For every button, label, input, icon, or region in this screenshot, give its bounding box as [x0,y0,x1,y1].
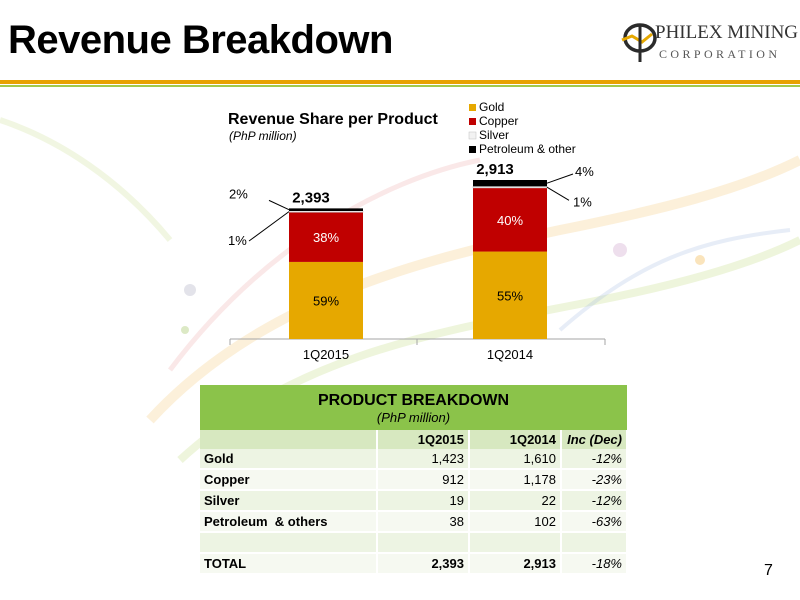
table-cell: 912 [377,469,470,491]
legend-label: Petroleum & other [479,142,576,156]
bar-segment-copper [473,187,547,252]
header-rule-green [0,85,800,87]
table-cell: 1,423 [377,449,470,470]
row-label: Silver [200,490,378,512]
table-cell: 2,913 [469,553,562,575]
legend-label: Silver [479,128,509,142]
x-tick-label: 1Q2014 [487,347,533,362]
table-cell: -12% [561,490,628,512]
bar-segment-gold [289,261,363,339]
row-label: TOTAL [200,553,378,575]
bar-segment-silver [472,186,548,189]
company-logo: PHILEX MINING CORPORATION [618,16,798,76]
callout-line [248,211,290,242]
table-cell: 19 [377,490,470,512]
bar-total-label: 2,913 [476,161,514,178]
bar-segment-gold [473,251,547,339]
column-header: Inc (Dec) [561,430,628,449]
data-label: 55% [497,288,523,303]
page-title: Revenue Breakdown [8,18,393,62]
callout-label-silver: 1% [228,233,247,248]
bar-segment-silver [288,210,364,213]
legend-swatch [469,104,476,111]
column-header: 1Q2014 [469,430,562,449]
bar-segment-petroleum-other [473,180,547,187]
logo-name: PHILEX MINING [655,22,799,43]
table-title: PRODUCT BREAKDOWN [317,392,510,409]
product-breakdown-table: PRODUCT BREAKDOWN (PhP million) 1Q2015 1… [200,385,628,575]
logo-subtitle: CORPORATION [659,47,781,61]
table-cell: 102 [469,511,562,533]
column-header: 1Q2015 [377,430,470,449]
data-label: 40% [497,213,523,228]
table-cell: -23% [561,469,628,491]
table-cell: 2,393 [377,553,470,575]
callout-line [546,173,574,184]
legend-label: Gold [479,100,504,114]
bar-segment-petroleum-other [289,208,363,211]
legend-swatch [468,131,477,140]
table-cell: 38 [377,511,470,533]
legend-swatch [469,146,476,153]
table-row: Silver 19 22 -12% [200,490,628,512]
table-cell: -18% [561,553,628,575]
callout-label-silver: 1% [573,194,592,209]
table-total-row: TOTAL 2,393 2,913 -18% [200,553,628,575]
page-number: 7 [764,562,773,579]
x-tick-label: 1Q2015 [303,347,349,362]
legend-label: Copper [479,114,518,128]
callout-label-petroleum: 4% [575,164,594,179]
table-cell: 1,178 [469,469,562,491]
row-label: Copper [200,469,378,491]
table-column-header-row: 1Q2015 1Q2014 Inc (Dec) [200,430,628,449]
data-label: 59% [313,293,339,308]
data-label: 38% [313,230,339,245]
column-header-blank [200,430,378,449]
table-cell: 1,610 [469,449,562,470]
row-label: Petroleum & others [200,511,378,533]
table-subtitle: (PhP million) [376,410,451,425]
table-header: PRODUCT BREAKDOWN (PhP million) [200,385,627,430]
table-row: Petroleum & others 38 102 -63% [200,511,628,533]
callout-label-petroleum: 2% [229,186,248,201]
table-cell: 22 [469,490,562,512]
table-row-spacer [200,532,628,554]
table-cell: -63% [561,511,628,533]
header-rule-gold [0,80,800,84]
bar-total-label: 2,393 [292,189,330,206]
logo-emblem-icon [621,23,657,62]
table-cell: -12% [561,449,628,470]
table-row: Gold 1,423 1,610 -12% [200,449,628,470]
legend-swatch [469,118,476,125]
chart-subtitle: (PhP million) [229,129,297,143]
table-row: Copper 912 1,178 -23% [200,469,628,491]
chart-title: Revenue Share per Product [228,111,439,128]
callout-line [546,186,570,201]
bar-segment-copper [289,212,363,262]
callout-line [268,199,290,211]
row-label: Gold [200,449,378,470]
